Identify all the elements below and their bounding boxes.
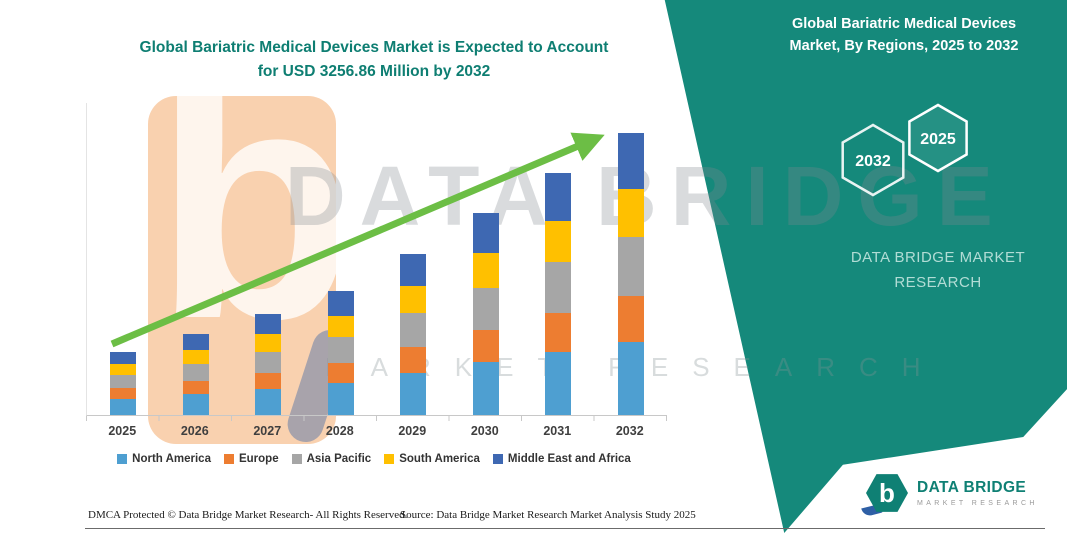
segment-asia-pacific-2025 [110,375,137,389]
segment-south-america-2031 [545,221,572,263]
footer-divider [85,528,1045,529]
legend-swatch-europe [223,454,234,464]
hexagon-2032 [841,123,905,197]
segment-asia-pacific-2032 [617,237,644,297]
segment-middle-east-and-africa-2030 [472,213,499,254]
x-label-2028: 2028 [325,424,354,438]
segment-europe-2026 [182,381,209,395]
logo-brand-name: DATA BRIDGE [917,479,1027,496]
x-label-2031: 2031 [543,424,572,438]
bar-group-2030 [450,103,523,415]
legend-swatch-south-america [384,454,395,464]
segment-north-america-2025 [110,398,137,415]
segment-asia-pacific-2026 [182,364,209,382]
legend-label-south-america: South America [399,453,480,465]
legend-label-europe: Europe [238,453,279,465]
right-panel-title: Global Bariatric Medical Devices Market,… [789,16,1019,55]
legend-label-middle-east-and-africa: Middle East and Africa [507,453,631,465]
legend-swatch-north-america [117,454,128,464]
segment-north-america-2029 [400,373,427,415]
x-label-2025: 2025 [108,424,137,438]
legend-item-middle-east-and-africa: Middle East and Africa [492,453,631,465]
segment-europe-2031 [545,313,572,352]
legend-label-north-america: North America [132,453,211,465]
x-label-2032: 2032 [615,424,644,438]
chart-title-line2: for USD 3256.86 Million by 2032 [257,63,491,81]
segment-europe-2028 [327,363,354,383]
legend-label-asia-pacific: Asia Pacific [306,453,372,465]
segment-middle-east-and-africa-2029 [400,253,427,286]
trend-arrow [110,132,605,348]
segment-europe-2025 [110,388,137,399]
legend-item-north-america: North America [117,453,211,465]
legend-swatch-middle-east-and-africa [492,454,503,464]
segment-asia-pacific-2030 [472,287,499,331]
segment-europe-2029 [400,347,427,374]
stacked-bar-2030 [472,103,499,415]
bar-group-2032 [595,103,668,415]
year-hexagons: 2032 2025 [841,103,968,197]
hexagon-2025 [908,103,968,173]
segment-south-america-2025 [110,364,137,376]
segment-europe-2027 [255,372,282,389]
segment-north-america-2028 [327,382,354,415]
segment-north-america-2026 [182,394,209,415]
bar-group-2029 [377,103,450,415]
stacked-bar-2032 [617,103,644,415]
footer-dmca-text: DMCA Protected © Data Bridge Market Rese… [88,509,408,521]
x-axis-ticks [86,416,667,421]
segment-south-america-2032 [617,189,644,238]
data-bridge-logo-icon: b [866,474,908,512]
bar-group-2025 [87,103,160,415]
x-label-2027: 2027 [253,424,282,438]
stacked-bar-2025 [110,103,137,415]
footer-source-text: Source: Data Bridge Market Research Mark… [400,509,696,521]
segment-north-america-2030 [472,362,499,415]
segment-north-america-2031 [545,352,572,415]
legend-item-asia-pacific: Asia Pacific [291,453,372,465]
right-panel-brand-text: DATA BRIDGE MARKET RESEARCH [850,249,1026,291]
segment-asia-pacific-2029 [400,313,427,348]
segment-south-america-2030 [472,253,499,288]
legend-item-south-america: South America [384,453,480,465]
logo-sub-name: MARKET RESEARCH [917,500,1038,507]
legend: North America Europe Asia Pacific South Ame… [48,453,700,465]
legend-item-europe: Europe [223,453,279,465]
segment-middle-east-and-africa-2025 [110,351,137,365]
x-label-2030: 2030 [470,424,499,438]
segment-south-america-2029 [400,285,427,314]
chart-title-line1: Global Bariatric Medical Devices Market … [139,39,609,56]
segment-europe-2030 [472,330,499,363]
legend-swatch-asia-pacific [291,454,302,464]
logo-text-block: DATA BRIDGE MARKET RESEARCH [917,479,1038,507]
segment-europe-2032 [617,296,644,342]
segment-middle-east-and-africa-2031 [545,172,572,222]
x-label-2029: 2029 [398,424,427,438]
segment-middle-east-and-africa-2032 [617,132,644,190]
chart-title: Global Bariatric Medical Devices Market … [58,36,690,84]
hexagon-2032-label: 2032 [855,153,891,170]
stacked-bar-2031 [545,103,572,415]
segment-asia-pacific-2031 [545,262,572,314]
data-bridge-logo: b DATA BRIDGE MARKET RESEARCH [866,472,1038,514]
segment-north-america-2027 [255,388,282,415]
segment-north-america-2032 [617,341,644,415]
hexagon-2025-label: 2025 [920,131,956,148]
x-label-2026: 2026 [180,424,209,438]
bar-group-2031 [522,103,595,415]
stacked-bar-2029 [400,103,427,415]
x-axis-labels: 2025 2026 2027 2028 2029 2030 2031 2032 [86,424,666,438]
